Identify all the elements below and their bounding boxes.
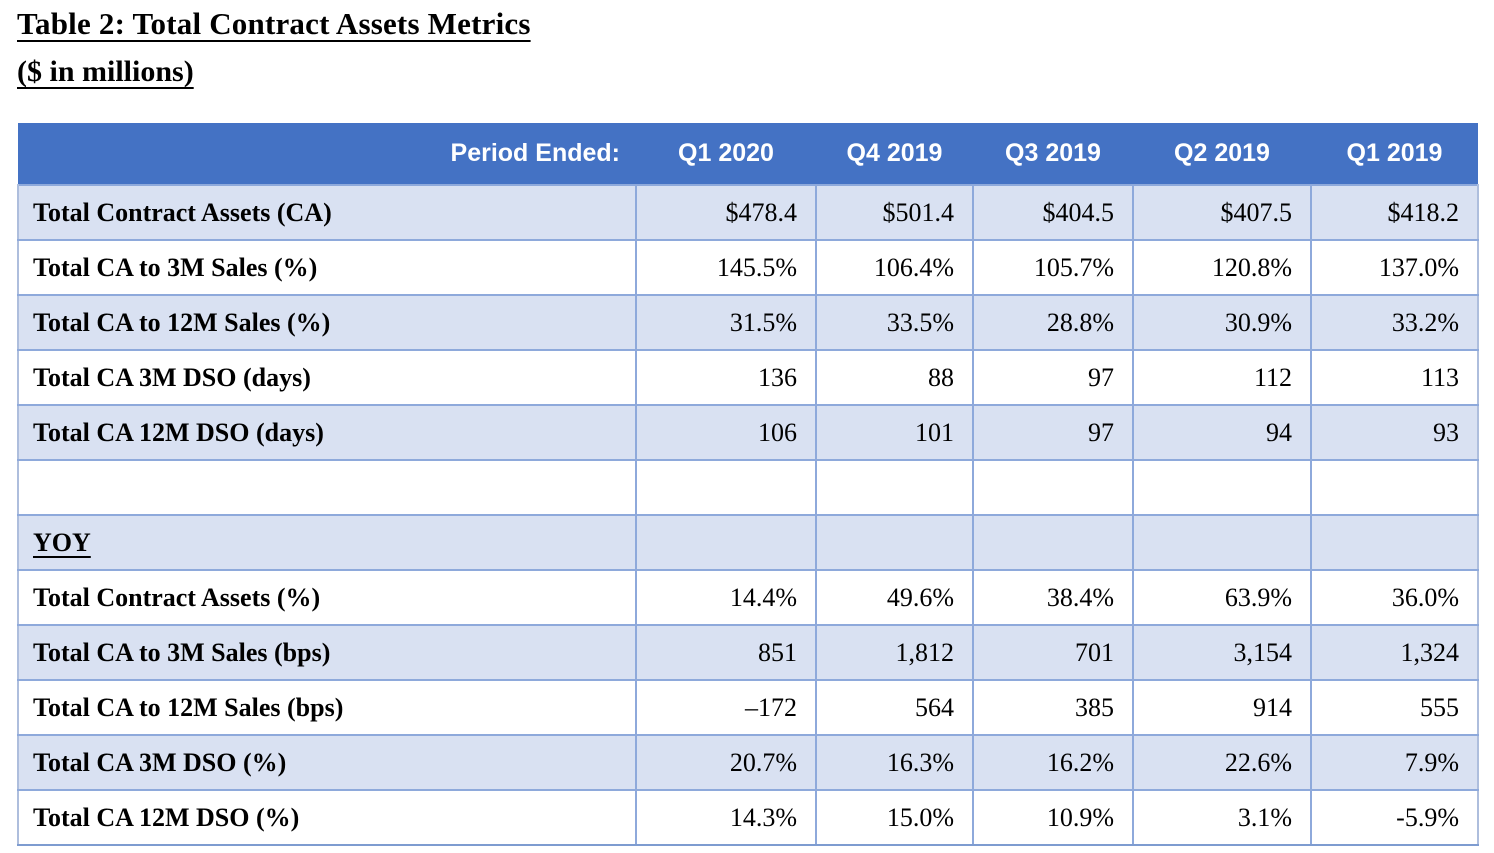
contract-assets-metrics-table: Period Ended: Q1 2020 Q4 2019 Q3 2019 Q2…	[17, 123, 1479, 846]
cell-value	[972, 514, 1134, 571]
cell-value: 94	[1132, 404, 1312, 461]
cell-value: $478.4	[635, 184, 817, 241]
cell-value: 33.5%	[815, 294, 974, 351]
cell-value: 113	[1310, 349, 1479, 406]
cell-value: 20.7%	[635, 734, 817, 791]
table-section-row-yoy: YOY	[17, 514, 1479, 571]
row-label: Total Contract Assets (CA)	[17, 184, 637, 241]
metrics-table-container: Period Ended: Q1 2020 Q4 2019 Q3 2019 Q2…	[17, 123, 1479, 846]
cell-value: 22.6%	[1132, 734, 1312, 791]
cell-value: 49.6%	[815, 569, 974, 626]
cell-value: $418.2	[1310, 184, 1479, 241]
table-row: Total CA to 12M Sales (%) 31.5% 33.5% 28…	[17, 294, 1479, 351]
cell-value: 914	[1132, 679, 1312, 736]
cell-value: 136	[635, 349, 817, 406]
table-row: Total CA 12M DSO (%) 14.3% 15.0% 10.9% 3…	[17, 789, 1479, 846]
page-subtitle: ($ in millions)	[17, 55, 194, 88]
cell-value: 63.9%	[1132, 569, 1312, 626]
cell-value: 145.5%	[635, 239, 817, 296]
column-header-q1-2020: Q1 2020	[636, 123, 816, 185]
cell-value	[1310, 514, 1479, 571]
cell-value: 112	[1132, 349, 1312, 406]
cell-value: 38.4%	[972, 569, 1134, 626]
cell-value: 105.7%	[972, 239, 1134, 296]
cell-value: 36.0%	[1310, 569, 1479, 626]
row-label: Total CA 3M DSO (days)	[17, 349, 637, 406]
cell-value	[972, 459, 1134, 516]
cell-value: 3,154	[1132, 624, 1312, 681]
cell-value: 97	[972, 404, 1134, 461]
row-label	[17, 459, 637, 516]
column-header-q2-2019: Q2 2019	[1133, 123, 1311, 185]
column-header-q1-2019: Q1 2019	[1311, 123, 1478, 185]
table-row: Total CA to 3M Sales (%) 145.5% 106.4% 1…	[17, 239, 1479, 296]
cell-value: 93	[1310, 404, 1479, 461]
cell-value: $407.5	[1132, 184, 1312, 241]
cell-value: 14.4%	[635, 569, 817, 626]
table-row: Total CA 3M DSO (days) 136 88 97 112 113	[17, 349, 1479, 406]
table-row: Total Contract Assets (%) 14.4% 49.6% 38…	[17, 569, 1479, 626]
cell-value: 851	[635, 624, 817, 681]
cell-value: 3.1%	[1132, 789, 1312, 846]
cell-value: 15.0%	[815, 789, 974, 846]
table-row: Total Contract Assets (CA) $478.4 $501.4…	[17, 184, 1479, 241]
cell-value: 33.2%	[1310, 294, 1479, 351]
column-header-q3-2019: Q3 2019	[973, 123, 1133, 185]
cell-value	[1132, 514, 1312, 571]
cell-value	[635, 459, 817, 516]
cell-value: 14.3%	[635, 789, 817, 846]
cell-value: 30.9%	[1132, 294, 1312, 351]
cell-value: 16.2%	[972, 734, 1134, 791]
row-label: Total CA 12M DSO (days)	[17, 404, 637, 461]
cell-value: -5.9%	[1310, 789, 1479, 846]
document-header: Table 2: Total Contract Assets Metrics (…	[17, 4, 531, 91]
cell-value: 555	[1310, 679, 1479, 736]
cell-value: 16.3%	[815, 734, 974, 791]
cell-value: 385	[972, 679, 1134, 736]
row-label: Total CA to 12M Sales (bps)	[17, 679, 637, 736]
column-header-q4-2019: Q4 2019	[816, 123, 973, 185]
cell-value	[1310, 459, 1479, 516]
cell-value: 97	[972, 349, 1134, 406]
cell-value: 564	[815, 679, 974, 736]
section-label: YOY	[17, 514, 637, 571]
page-title: Table 2: Total Contract Assets Metrics	[17, 6, 531, 41]
table-row: Total CA to 3M Sales (bps) 851 1,812 701…	[17, 624, 1479, 681]
row-label: Total CA 12M DSO (%)	[17, 789, 637, 846]
table-row: Total CA to 12M Sales (bps) –172 564 385…	[17, 679, 1479, 736]
cell-value: 1,812	[815, 624, 974, 681]
cell-value: 10.9%	[972, 789, 1134, 846]
cell-value	[815, 514, 974, 571]
cell-value: 106	[635, 404, 817, 461]
cell-value	[635, 514, 817, 571]
row-label: Total CA to 3M Sales (bps)	[17, 624, 637, 681]
cell-value: –172	[635, 679, 817, 736]
row-label: Total CA to 3M Sales (%)	[17, 239, 637, 296]
cell-value: 701	[972, 624, 1134, 681]
table-header-row: Period Ended: Q1 2020 Q4 2019 Q3 2019 Q2…	[18, 123, 1478, 185]
cell-value: 1,324	[1310, 624, 1479, 681]
cell-value: 88	[815, 349, 974, 406]
cell-value: 28.8%	[972, 294, 1134, 351]
cell-value	[1132, 459, 1312, 516]
cell-value: 101	[815, 404, 974, 461]
cell-value: 106.4%	[815, 239, 974, 296]
table-row: Total CA 3M DSO (%) 20.7% 16.3% 16.2% 22…	[17, 734, 1479, 791]
row-label: Total CA to 12M Sales (%)	[17, 294, 637, 351]
cell-value: $501.4	[815, 184, 974, 241]
cell-value	[815, 459, 974, 516]
cell-value: $404.5	[972, 184, 1134, 241]
row-label: Total CA 3M DSO (%)	[17, 734, 637, 791]
cell-value: 137.0%	[1310, 239, 1479, 296]
cell-value: 31.5%	[635, 294, 817, 351]
cell-value: 7.9%	[1310, 734, 1479, 791]
table-row-spacer	[17, 459, 1479, 516]
cell-value: 120.8%	[1132, 239, 1312, 296]
table-row: Total CA 12M DSO (days) 106 101 97 94 93	[17, 404, 1479, 461]
period-ended-label: Period Ended:	[18, 123, 636, 185]
row-label: Total Contract Assets (%)	[17, 569, 637, 626]
